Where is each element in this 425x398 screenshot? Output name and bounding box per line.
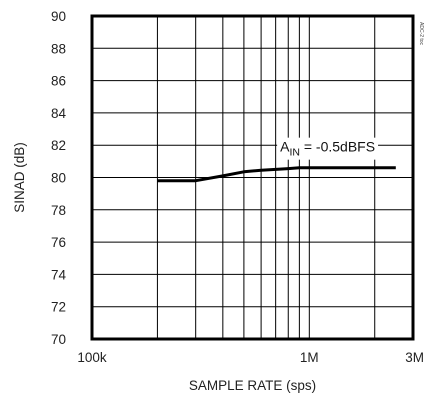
y-tick-label-88: 88 <box>51 41 66 56</box>
tick-labels: 70 72 74 76 78 80 82 84 86 88 90 100k 1M 3M <box>51 9 424 365</box>
x-tick-label-3M: 3M <box>405 350 424 365</box>
y-tick-label-90: 90 <box>51 9 66 24</box>
y-tick-label-74: 74 <box>51 267 67 282</box>
y-tick-label-70: 70 <box>51 332 66 347</box>
y-tick-label-80: 80 <box>51 171 66 186</box>
x-axis-label: SAMPLE RATE (sps) <box>189 378 316 393</box>
x-tick-label-1M: 1M <box>300 350 319 365</box>
y-tick-label-82: 82 <box>51 138 66 153</box>
y-axis-label: SINAD (dB) <box>12 142 27 213</box>
series-line-0 <box>157 166 396 183</box>
annotation-ain: AIN = -0.5dBFS <box>280 139 375 159</box>
plot-frame <box>90 14 415 341</box>
y-tick-label-72: 72 <box>51 300 66 315</box>
annotation-subscript: IN <box>289 147 300 159</box>
y-tick-label-86: 86 <box>51 74 66 89</box>
x-tick-label-100k: 100k <box>77 350 107 365</box>
annotation-background <box>277 137 379 160</box>
y-tick-label-84: 84 <box>51 106 67 121</box>
y-tick-label-76: 76 <box>51 235 66 250</box>
annotation-rest: = -0.5dBFS <box>300 139 375 155</box>
grid <box>92 16 413 339</box>
annotation-base: A <box>280 139 290 155</box>
series-layer <box>157 166 396 183</box>
y-tick-label-78: 78 <box>51 203 66 218</box>
figure-reference: ADC-2 toc <box>418 22 424 46</box>
